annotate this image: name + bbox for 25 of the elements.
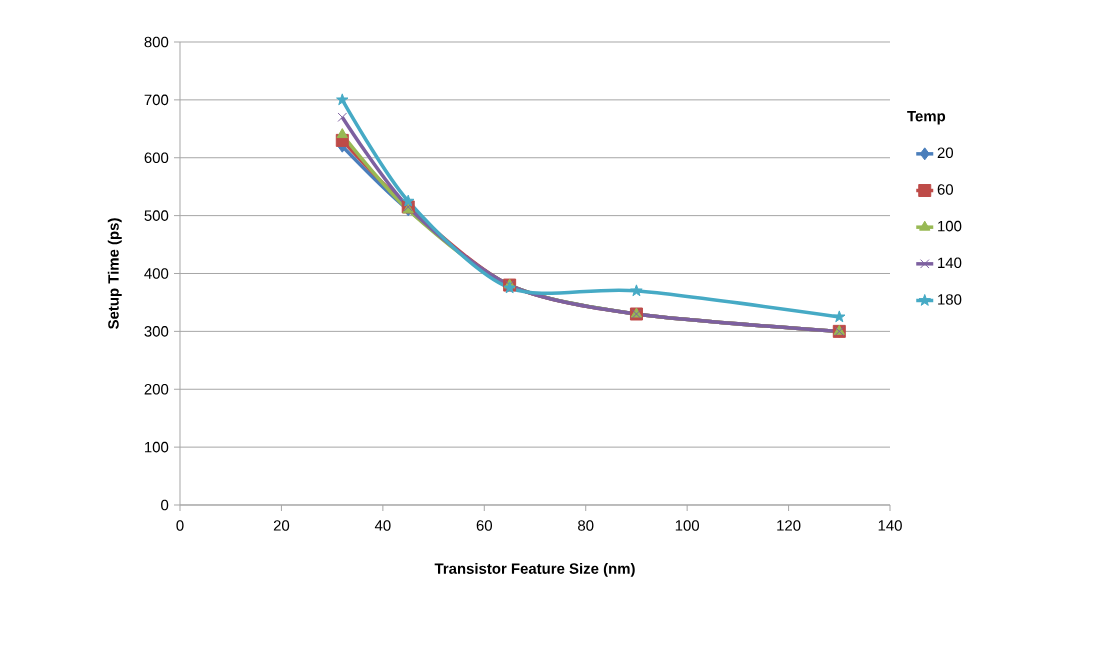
legend-label: 100 bbox=[938, 220, 962, 232]
x-tick-label: 140 bbox=[878, 520, 902, 531]
y-tick-label: 200 bbox=[144, 383, 169, 395]
x-tick-label: 40 bbox=[374, 520, 391, 531]
y-tick-label: 700 bbox=[144, 94, 169, 106]
legend-label: 140 bbox=[938, 257, 962, 269]
y-tick-label: 0 bbox=[161, 499, 169, 511]
y-tick-label: 800 bbox=[144, 36, 169, 48]
x-axis-title: Transistor Feature Size (nm) bbox=[434, 562, 635, 577]
y-tick-label: 100 bbox=[145, 441, 169, 453]
x-tick-label: 20 bbox=[273, 520, 290, 531]
x-tick-label: 120 bbox=[777, 520, 801, 531]
x-tick-label: 0 bbox=[176, 520, 184, 531]
y-tick-label: 500 bbox=[144, 210, 169, 221]
legend-title: Temp bbox=[907, 111, 946, 125]
x-tick-label: 80 bbox=[578, 520, 594, 531]
x-tick-label: 100 bbox=[675, 520, 700, 531]
legend-label: 20 bbox=[937, 147, 954, 159]
legend-label: 180 bbox=[938, 294, 962, 305]
x-tick-label: 60 bbox=[476, 520, 493, 531]
y-tick-label: 600 bbox=[144, 152, 169, 164]
y-tick-label: 300 bbox=[144, 326, 169, 337]
legend-label: 60 bbox=[937, 184, 954, 195]
y-axis-title: Setup Time (ps) bbox=[107, 218, 122, 329]
y-tick-label: 400 bbox=[144, 268, 169, 279]
